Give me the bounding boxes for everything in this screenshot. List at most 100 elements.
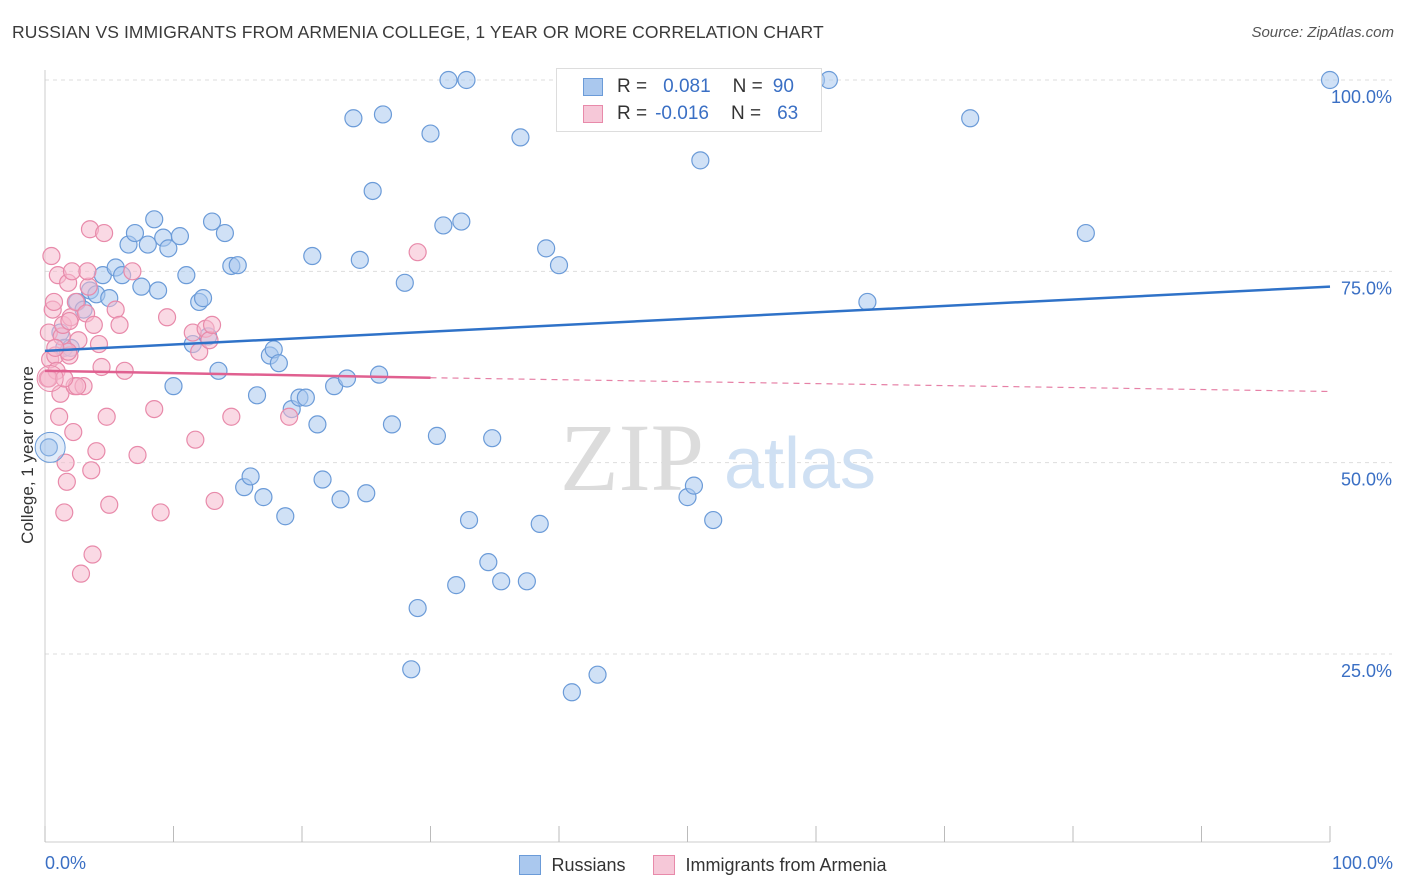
point-russians <box>357 484 376 503</box>
y-tick-label: 75.0% <box>1341 278 1392 298</box>
point-armenia <box>205 491 224 511</box>
point-russians <box>1320 70 1340 90</box>
legend-item-russians[interactable]: Russians <box>519 855 625 876</box>
point-russians <box>350 250 369 269</box>
point-armenia <box>128 445 147 465</box>
point-russians <box>530 514 549 533</box>
point-russians <box>447 576 466 595</box>
point-russians <box>373 105 393 124</box>
y-tick-label: 50.0% <box>1341 470 1392 490</box>
legend-row-russians: R = 0.081 N = 90 <box>583 74 794 100</box>
point-armenia <box>57 472 76 491</box>
point-armenia <box>100 495 119 514</box>
y-axis-label: College, 1 year or more <box>18 366 37 544</box>
point-russians <box>427 426 447 445</box>
point-russians <box>164 377 183 396</box>
point-armenia <box>84 315 103 335</box>
point-russians <box>313 470 332 489</box>
point-russians <box>961 109 980 128</box>
point-russians <box>170 227 190 246</box>
point-russians <box>479 553 498 572</box>
watermark: ZIP atlas <box>560 404 876 511</box>
legend-n-value-russians: 90 <box>772 76 794 97</box>
point-russians <box>337 369 357 388</box>
point-russians <box>145 210 164 229</box>
point-armenia <box>83 545 102 564</box>
point-armenia <box>44 292 64 312</box>
point-russians <box>138 235 157 254</box>
point-russians <box>704 510 723 530</box>
point-russians <box>228 256 247 275</box>
trend-layer <box>44 285 1331 393</box>
point-russians <box>363 181 382 201</box>
point-russians <box>215 223 234 243</box>
point-russians-large <box>34 431 66 463</box>
point-russians <box>483 429 502 448</box>
point-armenia <box>123 262 142 281</box>
point-russians <box>296 388 315 407</box>
legend-r-value-armenia: -0.016 <box>655 103 709 124</box>
point-russians <box>382 415 402 434</box>
point-russians <box>331 490 350 509</box>
point-armenia <box>60 311 79 331</box>
y-tick-label: 25.0% <box>1341 661 1392 681</box>
x-tick-label: 0.0% <box>45 853 86 873</box>
chart-title: RUSSIAN VS IMMIGRANTS FROM ARMENIA COLLE… <box>12 22 824 42</box>
point-russians <box>370 365 389 384</box>
axis-layer <box>44 70 1331 843</box>
point-russians <box>421 124 440 143</box>
watermark-atlas: atlas <box>724 424 876 504</box>
point-russians <box>395 273 414 292</box>
point-armenia <box>89 334 109 354</box>
trendline-russians <box>44 285 1331 353</box>
point-russians <box>858 292 877 312</box>
point-russians <box>562 683 581 702</box>
point-russians <box>684 476 704 495</box>
series-legend: Russians Immigrants from Armenia <box>0 852 1406 878</box>
point-armenia <box>87 442 106 461</box>
point-russians <box>402 660 421 679</box>
point-russians <box>511 128 530 147</box>
point-russians <box>691 151 710 170</box>
legend-label-russians: Russians <box>551 854 626 875</box>
legend-swatch-russians <box>519 855 542 875</box>
point-armenia <box>82 461 101 480</box>
point-armenia <box>145 399 164 419</box>
point-armenia <box>95 223 114 243</box>
point-russians <box>408 598 427 618</box>
legend-r-label: R = <box>617 76 648 97</box>
point-russians <box>202 212 222 231</box>
point-russians <box>132 277 151 296</box>
correlation-legend: R = 0.081 N = 90 R = -0.016 N = 63 <box>556 68 822 132</box>
legend-r-label: R = <box>617 103 648 124</box>
point-russians <box>1076 223 1095 243</box>
point-armenia <box>71 564 91 583</box>
point-russians <box>209 361 228 380</box>
point-russians <box>303 246 322 266</box>
point-armenia <box>50 407 69 426</box>
legend-row-armenia: R = -0.016 N = 63 <box>583 101 798 127</box>
point-armenia <box>115 361 134 380</box>
legend-label-armenia: Immigrants from Armenia <box>685 854 887 875</box>
point-armenia <box>106 300 125 319</box>
point-armenia <box>186 430 205 449</box>
point-armenia <box>200 331 219 350</box>
tick-labels: 25.0% 50.0% 75.0% 100.0% 0.0% 100.0% <box>45 87 1393 873</box>
point-armenia <box>42 246 61 266</box>
point-russians <box>588 665 607 684</box>
point-armenia <box>97 407 116 426</box>
legend-item-armenia[interactable]: Immigrants from Armenia <box>653 854 887 876</box>
legend-swatch-armenia <box>653 855 676 875</box>
trendline-armenia-extension <box>430 377 1331 393</box>
point-armenia <box>202 315 222 335</box>
point-russians <box>344 109 363 128</box>
legend-swatch-armenia <box>583 105 603 123</box>
point-russians <box>276 507 295 526</box>
point-russians <box>254 488 273 507</box>
legend-n-value-armenia: 63 <box>777 103 799 124</box>
point-armenia <box>55 503 74 522</box>
point-russians <box>125 223 145 243</box>
point-armenia <box>62 262 82 281</box>
point-russians <box>439 70 458 90</box>
